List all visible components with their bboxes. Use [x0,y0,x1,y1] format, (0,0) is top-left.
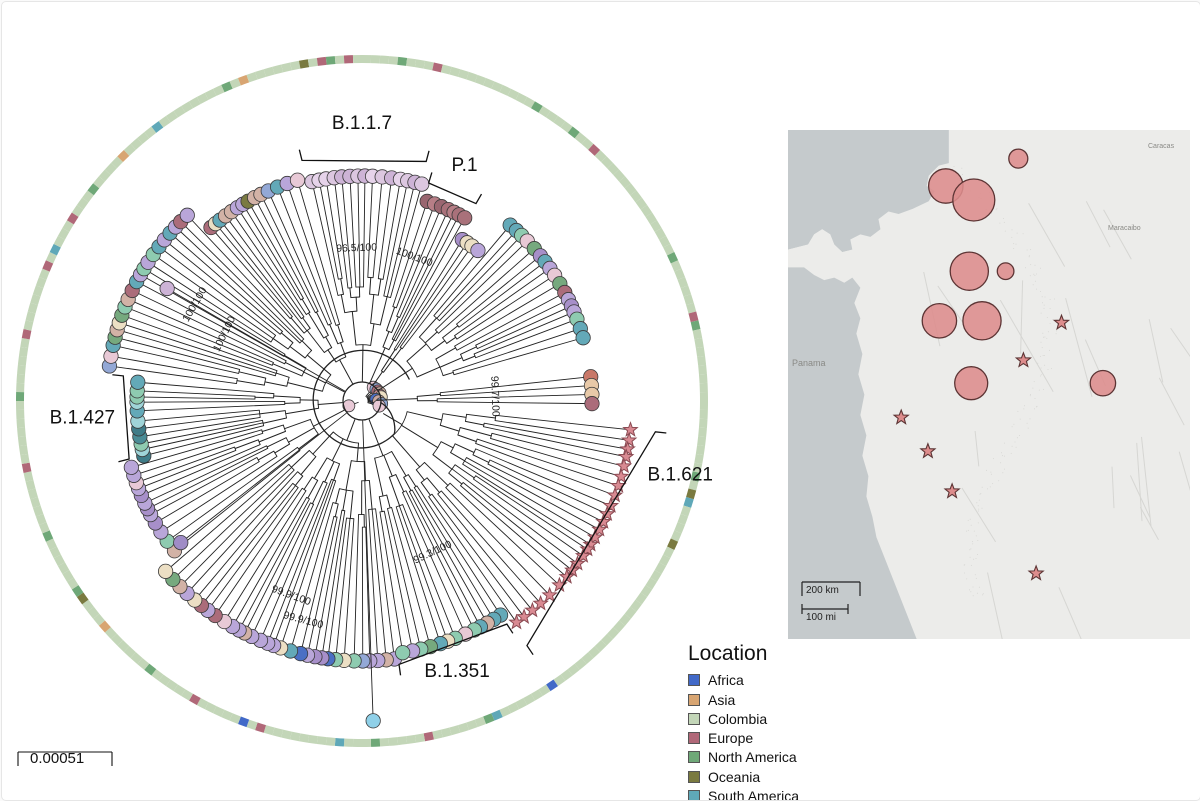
svg-text:Maracaibo: Maracaibo [1108,225,1141,232]
svg-text:Caracas: Caracas [1148,143,1175,150]
svg-text:B.1.351: B.1.351 [424,661,490,682]
svg-text:200 km: 200 km [806,585,839,596]
svg-text:99.9/100: 99.9/100 [282,609,325,631]
svg-text:96.5/100: 96.5/100 [336,241,377,254]
svg-text:100/100: 100/100 [394,245,434,269]
svg-text:B.1.1.7: B.1.1.7 [332,113,392,134]
svg-text:P.1: P.1 [451,155,477,176]
svg-text:99.7/100: 99.7/100 [488,376,501,417]
svg-text:0.00051: 0.00051 [30,750,84,767]
svg-text:B.1.427: B.1.427 [50,407,116,428]
svg-text:99.9/100: 99.9/100 [270,583,313,608]
svg-text:Panama: Panama [792,358,826,368]
svg-text:100/100: 100/100 [211,314,238,354]
svg-text:B.1.621: B.1.621 [648,464,714,485]
svg-text:100 mi: 100 mi [806,612,836,623]
